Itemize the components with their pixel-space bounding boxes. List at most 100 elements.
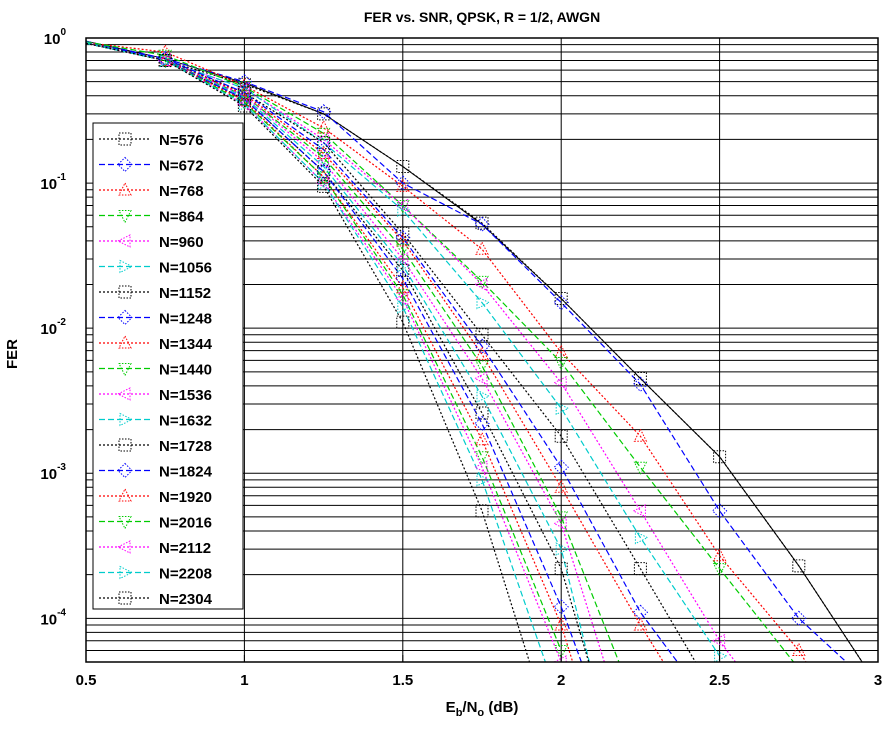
data-point <box>476 295 491 310</box>
data-point <box>116 540 131 554</box>
data-point <box>633 461 648 476</box>
data-point <box>118 132 132 146</box>
legend-label: N=768 <box>159 183 204 200</box>
x-tick-label: 2 <box>557 672 565 689</box>
legend-label: N=576 <box>159 132 204 149</box>
data-point <box>475 346 489 360</box>
data-point <box>473 277 488 292</box>
data-point <box>237 99 251 113</box>
x-axis-ticks: 0.5 1 1.5 2 2.5 3 <box>76 655 882 689</box>
data-point <box>116 387 131 401</box>
data-point <box>397 203 411 218</box>
data-point <box>395 279 410 294</box>
data-point <box>634 530 649 545</box>
legend-label: N=1248 <box>159 311 212 328</box>
data-point <box>394 198 409 213</box>
data-point <box>475 275 489 290</box>
data-point <box>711 503 728 519</box>
data-point <box>317 107 331 121</box>
data-point <box>116 234 131 248</box>
x-tick-label: 1 <box>240 672 248 689</box>
data-point <box>396 226 410 240</box>
data-point <box>118 591 132 605</box>
data-point <box>158 43 173 58</box>
data-point <box>317 165 331 179</box>
x-tick-label: 0.5 <box>76 672 97 689</box>
legend-label: N=1920 <box>159 489 212 506</box>
data-point <box>237 81 252 96</box>
legend-label: N=1728 <box>159 438 212 455</box>
data-point <box>315 176 330 190</box>
legend-label: N=1056 <box>159 260 212 277</box>
data-point <box>118 516 132 530</box>
chart-title: FER vs. SNR, QPSK, R = 1/2, AWGN <box>364 9 600 25</box>
data-point <box>158 54 173 69</box>
data-point <box>118 210 132 224</box>
data-point <box>118 487 132 502</box>
data-point <box>474 216 490 232</box>
data-point <box>475 328 489 342</box>
series-markers <box>157 43 807 662</box>
data-point <box>236 97 250 111</box>
data-point <box>554 645 569 659</box>
data-point <box>554 356 569 371</box>
data-point <box>238 97 253 111</box>
data-point <box>318 135 332 150</box>
data-point <box>237 96 252 111</box>
data-point <box>553 294 569 311</box>
data-point <box>475 360 489 374</box>
data-point <box>396 263 410 277</box>
data-point <box>713 450 727 464</box>
y-tick-label: 10-2 <box>40 317 66 338</box>
legend-label: N=1824 <box>159 464 213 481</box>
data-point <box>118 363 132 377</box>
data-point <box>394 291 409 306</box>
legend-label: N=1440 <box>159 362 212 379</box>
data-point <box>315 132 330 147</box>
series-line <box>86 42 679 662</box>
data-point <box>632 376 649 393</box>
data-point <box>119 412 134 427</box>
data-point <box>119 565 134 580</box>
legend-label: N=2208 <box>159 566 212 583</box>
data-point <box>475 451 489 465</box>
data-point <box>476 473 491 487</box>
data-point <box>476 389 491 403</box>
y-tick-label: 100 <box>44 27 67 48</box>
data-point <box>396 160 410 174</box>
data-point <box>317 179 331 193</box>
data-point <box>554 562 568 576</box>
data-point <box>315 104 332 120</box>
data-point <box>475 241 489 255</box>
data-point <box>315 141 332 158</box>
data-point <box>554 479 569 493</box>
data-point <box>237 90 252 104</box>
x-tick-label: 1.5 <box>392 672 413 689</box>
data-point <box>633 616 648 631</box>
series-line <box>86 41 795 662</box>
y-tick-label: 10-4 <box>40 607 66 628</box>
x-axis-label: Eb/No (dB) <box>446 699 519 719</box>
data-point <box>555 542 570 556</box>
data-point <box>395 230 411 246</box>
data-point <box>553 599 569 615</box>
data-point <box>236 88 250 103</box>
x-tick-label: 2.5 <box>709 672 730 689</box>
data-point <box>395 232 410 247</box>
legend-label: N=960 <box>159 234 204 251</box>
data-point <box>633 371 647 385</box>
data-point <box>632 504 646 518</box>
legend-label: N=2016 <box>159 515 212 532</box>
data-point <box>315 163 332 180</box>
data-point <box>315 155 330 169</box>
legend-label: N=1344 <box>159 336 213 353</box>
data-point <box>118 334 132 349</box>
data-point <box>553 655 567 662</box>
data-point <box>316 171 331 186</box>
legend-label: N=864 <box>159 209 204 226</box>
data-point <box>394 252 409 266</box>
data-point <box>117 462 133 479</box>
data-point <box>395 175 411 191</box>
data-point <box>395 270 411 287</box>
